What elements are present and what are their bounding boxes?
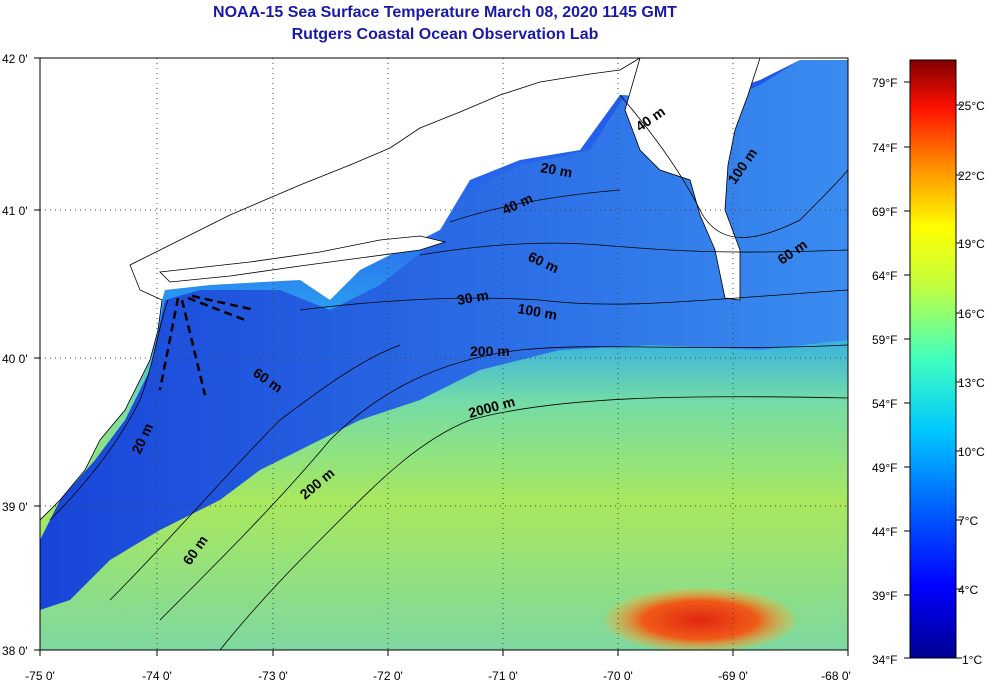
latitude-labels: 42 0' 41 0' 40 0' 39 0' 38 0' xyxy=(2,52,28,658)
colorbar-c-label: 10°C xyxy=(958,445,985,459)
colorbar-c-label: 13°C xyxy=(958,376,985,390)
axis-ticks xyxy=(34,57,849,656)
colorbar-f-label: 59°F xyxy=(872,333,897,347)
lon-tick-label: -69 0' xyxy=(718,669,748,683)
lon-tick-label: -72 0' xyxy=(373,669,403,683)
land-long-island xyxy=(159,235,447,283)
lon-tick-label: -75 0' xyxy=(25,669,55,683)
map-title: NOAA-15 Sea Surface Temperature March 08… xyxy=(213,4,677,21)
colorbar-f-label: 69°F xyxy=(872,205,897,219)
contour-label: 200 m xyxy=(470,343,510,359)
contour-200m xyxy=(159,344,848,621)
map-frame xyxy=(39,57,849,651)
contour-label: 30 m xyxy=(456,287,490,308)
colorbar-c-label: 25°C xyxy=(958,99,985,113)
map-area: 40 m 20 m 100 m 40 m 60 m 60 m 30 m 100 … xyxy=(40,58,848,650)
contour-60m-north xyxy=(419,242,848,256)
colorbar-ticks xyxy=(904,81,962,659)
colorbar-f-label: 79°F xyxy=(872,76,897,90)
colorbar-c-label: 7°C xyxy=(958,514,978,528)
contour-40m-north xyxy=(449,189,621,223)
lat-tick-label: 39 0' xyxy=(2,500,28,514)
warm-core-eddy xyxy=(605,588,795,650)
contour-2000m xyxy=(219,396,848,650)
colorbar: 79°F 74°F 69°F 64°F 59°F 54°F 49°F 44°F … xyxy=(872,59,985,667)
colorbar-f-label: 54°F xyxy=(872,397,897,411)
contour-label: 20 m xyxy=(539,159,573,180)
lon-tick-label: -70 0' xyxy=(603,669,633,683)
lat-tick-label: 42 0' xyxy=(2,52,28,66)
colorbar-f-label: 39°F xyxy=(872,589,897,603)
shelf-water xyxy=(40,60,848,610)
colorbar-c-label: 22°C xyxy=(958,169,985,183)
contour-20m xyxy=(49,299,169,521)
contour-100m-shelf xyxy=(299,289,848,311)
shipping-lanes xyxy=(158,294,256,396)
lat-tick-label: 40 0' xyxy=(2,352,28,366)
lon-tick-label: -73 0' xyxy=(258,669,288,683)
colorbar-c-label: 4°C xyxy=(958,583,978,597)
colorbar-f-label: 44°F xyxy=(872,525,897,539)
colorbar-c-label: 16°C xyxy=(958,307,985,321)
colorbar-f-label: 49°F xyxy=(872,461,897,475)
bathymetry-contours xyxy=(49,94,848,650)
colorbar-c-label: 1°C xyxy=(962,653,982,667)
contour-label: 100 m xyxy=(516,300,558,323)
colorbar-f-label: 34°F xyxy=(872,653,897,667)
colorbar-f-label: 64°F xyxy=(872,269,897,283)
lon-tick-label: -68 0' xyxy=(821,669,851,683)
land-mid-atlantic xyxy=(40,58,641,521)
graticule xyxy=(40,58,848,650)
lat-tick-label: 41 0' xyxy=(2,204,28,218)
colorbar-c-label: 19°C xyxy=(958,237,985,251)
contour-60m-shelf xyxy=(109,344,401,601)
map-subtitle: Rutgers Coastal Ocean Observation Lab xyxy=(291,26,599,43)
colorbar-scale xyxy=(909,59,957,659)
longitude-labels: -75 0' -74 0' -73 0' -72 0' -71 0' -70 0… xyxy=(25,669,851,683)
lon-tick-label: -71 0' xyxy=(488,669,518,683)
lat-tick-label: 38 0' xyxy=(2,644,28,658)
lon-tick-label: -74 0' xyxy=(142,669,172,683)
colorbar-f-label: 74°F xyxy=(872,141,897,155)
contour-nantucket xyxy=(619,94,848,238)
